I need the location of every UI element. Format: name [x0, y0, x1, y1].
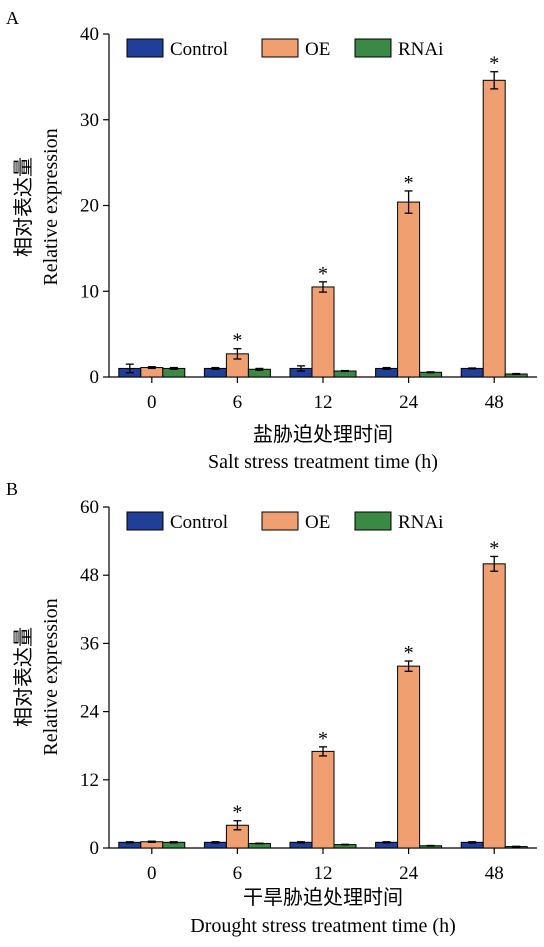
- bar-oe: [397, 665, 421, 849]
- legend-swatch-control: [126, 511, 164, 531]
- bar-oe: [482, 79, 506, 378]
- y-tick-label: 40: [80, 24, 99, 45]
- y-tick-label: 48: [80, 565, 99, 586]
- y-axis-title: Relative expression: [40, 128, 62, 285]
- plot-area: 0 10 20 30 40 0 * 6 * 12 * 24 * 48 Control OE RNAi: [80, 24, 537, 413]
- y-tick-label: 30: [80, 110, 99, 131]
- panel-label: A: [6, 8, 19, 28]
- y-tick-label: 20: [80, 196, 99, 217]
- legend-swatch-rnai: [354, 511, 392, 531]
- y-tick-label: 10: [80, 281, 99, 302]
- legend-swatch-rnai: [354, 38, 392, 58]
- significance-mark: *: [232, 330, 242, 352]
- x-tick-label: 48: [485, 392, 504, 413]
- bar-oe: [397, 201, 421, 378]
- panel-a: A 相对表达量 Relative expression 盐胁迫处理时间 Salt…: [6, 8, 537, 473]
- y-tick-label: 60: [80, 497, 99, 518]
- significance-mark: *: [318, 728, 328, 750]
- x-tick-label: 48: [485, 863, 504, 884]
- legend-label-oe: OE: [305, 512, 330, 533]
- bar-oe: [311, 286, 335, 378]
- y-tick-label: 0: [90, 838, 100, 859]
- y-tick-label: 36: [80, 633, 99, 654]
- y-axis-title: Relative expression: [40, 598, 62, 755]
- panel-b: B 相对表达量 Relative expression 干旱胁迫处理时间 Dro…: [6, 479, 537, 937]
- x-tick-label: 24: [399, 863, 419, 884]
- x-axis-title-zh: 干旱胁迫处理时间: [243, 886, 403, 909]
- legend-label-rnai: RNAi: [398, 512, 443, 533]
- bar-oe: [482, 563, 506, 849]
- panel-label: B: [6, 479, 18, 499]
- significance-mark: *: [489, 537, 499, 559]
- plot-area: 0 12 24 36 48 60 0 * 6 * 12 * 24 * 48 Control OE RNAi: [80, 497, 537, 884]
- bar-control: [460, 367, 484, 378]
- bar-oe: [311, 750, 335, 849]
- legend-swatch-oe: [261, 38, 299, 58]
- significance-mark: *: [404, 172, 414, 194]
- significance-mark: *: [404, 642, 414, 664]
- legend-label-control: Control: [170, 39, 228, 60]
- legend-swatch-control: [126, 38, 164, 58]
- y-axis-title-zh: 相对表达量: [12, 627, 35, 727]
- significance-mark: *: [318, 263, 328, 285]
- y-tick-label: 0: [90, 367, 100, 388]
- legend-swatch-oe: [261, 511, 299, 531]
- legend-label-rnai: RNAi: [398, 39, 443, 60]
- x-tick-label: 6: [233, 863, 243, 884]
- significance-mark: *: [232, 802, 242, 824]
- legend-label-control: Control: [170, 512, 228, 533]
- x-tick-label: 24: [399, 392, 419, 413]
- x-axis-title-zh: 盐胁迫处理时间: [253, 423, 393, 446]
- x-tick-label: 12: [314, 392, 333, 413]
- x-tick-label: 6: [233, 392, 243, 413]
- y-axis-title-zh: 相对表达量: [12, 157, 35, 257]
- x-tick-label: 12: [314, 863, 333, 884]
- legend-label-oe: OE: [305, 39, 330, 60]
- y-tick-label: 24: [80, 702, 100, 723]
- x-axis-title: Salt stress treatment time (h): [208, 451, 438, 473]
- x-tick-label: 0: [147, 863, 157, 884]
- x-axis-title: Drought stress treatment time (h): [190, 915, 456, 937]
- significance-mark: *: [489, 53, 499, 75]
- y-tick-label: 12: [80, 770, 99, 791]
- x-tick-label: 0: [147, 392, 157, 413]
